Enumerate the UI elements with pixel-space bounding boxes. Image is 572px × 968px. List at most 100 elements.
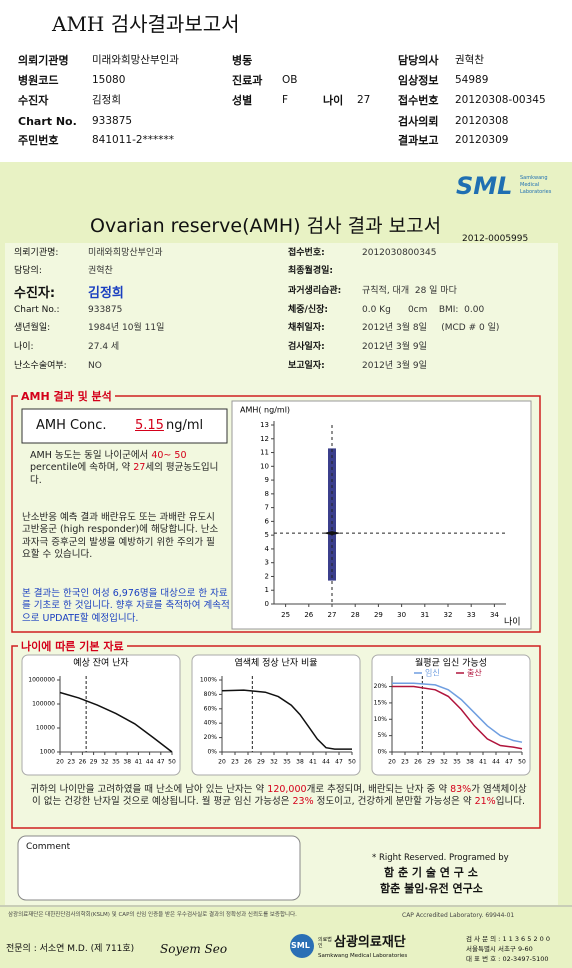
summary-highlight: 21% xyxy=(474,796,496,808)
y-tick-label: 6 xyxy=(265,517,270,525)
x-tick-label: 26 xyxy=(79,759,87,766)
x-tick-label: 35 xyxy=(453,759,461,766)
field-label: 진료과 xyxy=(232,74,263,87)
info-label: 나이: xyxy=(14,342,34,352)
y-tick-label: 4 xyxy=(265,545,270,553)
x-tick-label: 32 xyxy=(444,611,453,619)
x-tick-label: 32 xyxy=(101,759,109,766)
note-text: AMH 농도는 동일 나이군에서 xyxy=(30,450,152,461)
y-tick-label: 9 xyxy=(265,476,269,484)
x-tick-label: 20 xyxy=(218,759,226,766)
amh-box xyxy=(11,395,541,633)
x-tick-label: 34 xyxy=(490,611,499,619)
info-value: NO xyxy=(88,361,102,371)
x-tick-label: 28 xyxy=(351,611,360,619)
y-tick-label: 0% xyxy=(207,749,217,756)
section-heading: AMH 결과 및 분석 xyxy=(18,388,115,404)
chart-title: 월평균 임신 가능성 xyxy=(415,657,487,669)
info-label: 담당의: xyxy=(14,266,42,276)
info-value: 0.0 Kg 0cm BMI: 0.00 xyxy=(362,305,485,315)
y-tick-label: 1 xyxy=(265,586,269,594)
field-label: 결과보고 xyxy=(398,134,439,147)
age-box xyxy=(11,645,541,829)
summary-highlight: 83% xyxy=(450,784,472,795)
info-label: 의뢰기관명: xyxy=(14,248,59,258)
field-label: 수진자 xyxy=(18,94,49,107)
info-label: 접수번호: xyxy=(288,248,325,258)
y-tick-label: 60% xyxy=(204,705,218,712)
x-tick-label: 27 xyxy=(328,611,337,619)
y-tick-label: 100000 xyxy=(32,701,55,708)
note: AMH 농도는 동일 나이군에서 40~ 50 percentile에 속하며,… xyxy=(30,450,222,487)
x-tick-label: 32 xyxy=(440,759,448,766)
x-tick-label: 50 xyxy=(518,759,526,766)
footer-notice: 삼광의료재단은 대한진단검사의학회(KSLM) 및 CAP의 신임 인증을 받은… xyxy=(8,912,297,918)
field-label: 접수번호 xyxy=(398,94,439,107)
section-heading: 나이에 따른 기본 자료 xyxy=(18,638,127,654)
info-value: 미래와희망산부인과 xyxy=(88,248,163,258)
field-value: 15080 xyxy=(92,74,126,86)
field-label: 병동 xyxy=(232,54,253,67)
x-tick-label: 44 xyxy=(146,759,154,766)
logo-sub: Samkwang xyxy=(520,175,548,181)
x-tick-label: 26 xyxy=(414,759,422,766)
logo: SML xyxy=(456,172,513,200)
y-tick-label: 10% xyxy=(374,716,388,723)
field-value: F xyxy=(282,94,289,106)
y-tick-label: 15% xyxy=(374,699,388,706)
summary-text: 개로 추정되며, 배란되는 난자 중 약 xyxy=(306,784,451,795)
chart-panel xyxy=(371,654,531,776)
info-value: 김정희 xyxy=(88,286,124,301)
report-title: Ovarian reserve(AMH) 검사 결과 보고서 xyxy=(90,215,442,237)
info-label: 과거생리습관: xyxy=(288,286,342,296)
note-text: 세의 평균농도입니다. xyxy=(30,462,219,486)
field-value: 20120309 xyxy=(455,134,509,146)
summary: 귀하의 나이만을 고려하였을 때 난소에 남아 있는 난자는 약 120,000… xyxy=(26,784,531,809)
y-tick-label: 13 xyxy=(260,421,269,429)
y-tick-label: 5% xyxy=(377,732,387,739)
info-value: 2012년 3월 8일 (MCD # 0 일) xyxy=(362,323,500,333)
info-value: 권혁찬 xyxy=(88,266,113,276)
x-axis-label: 나이 xyxy=(504,617,521,628)
y-tick-label: 10 xyxy=(260,462,269,470)
summary-text: 가 염색체이상이 없는 건강한 난자일 것으로 예상됩니다. 월 평균 임신 가… xyxy=(32,784,527,808)
x-tick-label: 38 xyxy=(466,759,474,766)
x-tick-label: 25 xyxy=(281,611,290,619)
info-value: 2012년 3월 9일 xyxy=(362,342,427,352)
x-tick-label: 33 xyxy=(467,611,476,619)
info-label: 체중/신장: xyxy=(288,305,329,315)
x-tick-label: 41 xyxy=(309,759,317,766)
footer-specialist: 전문의 : 서소연 M.D. (제 711호) xyxy=(6,944,135,954)
info-value: 규칙적, 대개 28 일 마다 xyxy=(362,286,457,296)
chart-panel xyxy=(21,654,181,776)
x-tick-label: 30 xyxy=(397,611,406,619)
note-highlight: 27 xyxy=(133,462,146,474)
y-tick-label: 40% xyxy=(204,720,218,727)
footer-logo: SML xyxy=(291,941,310,950)
field-label: 주민번호 xyxy=(18,134,59,147)
y-tick-label: 12 xyxy=(260,435,269,443)
summary-text: 귀하의 나이만을 고려하였을 때 난소에 남아 있는 난자는 약 xyxy=(30,784,268,795)
field-label: 병원코드 xyxy=(18,74,59,87)
note: 본 결과는 한국인 여성 6,976명을 대상으로 한 자료를 기초로 한 것입… xyxy=(22,588,230,624)
conc-box xyxy=(21,408,228,444)
legend-label: 임신 xyxy=(425,669,440,678)
credits: * Right Reserved. Programed by xyxy=(372,853,509,863)
field-label: 의뢰기관명 xyxy=(18,54,69,67)
y-tick-label: 2 xyxy=(265,572,269,580)
credits: 함 춘 기 술 연 구 소 xyxy=(384,866,478,879)
amh-chart-box xyxy=(231,400,532,630)
info-value: 1984년 10월 11일 xyxy=(88,323,165,333)
header-title: AMH 검사결과보고서 xyxy=(52,12,240,36)
info-value: 2012년 3월 9일 xyxy=(362,361,427,371)
field-value: 미래와희망산부인과 xyxy=(92,54,179,66)
y-tick-label: 20% xyxy=(374,683,388,690)
field-value: 933875 xyxy=(92,115,133,127)
logo-sub: Laboratories xyxy=(520,189,552,195)
legend-label: 출산 xyxy=(467,668,482,678)
footer-org-name: 삼광의료재단 xyxy=(334,935,406,950)
x-tick-label: 50 xyxy=(168,759,176,766)
info-label: 최종월경일: xyxy=(288,266,333,276)
footer-contact: 대 표 번 호 : 02-3497-5100 xyxy=(466,955,549,963)
